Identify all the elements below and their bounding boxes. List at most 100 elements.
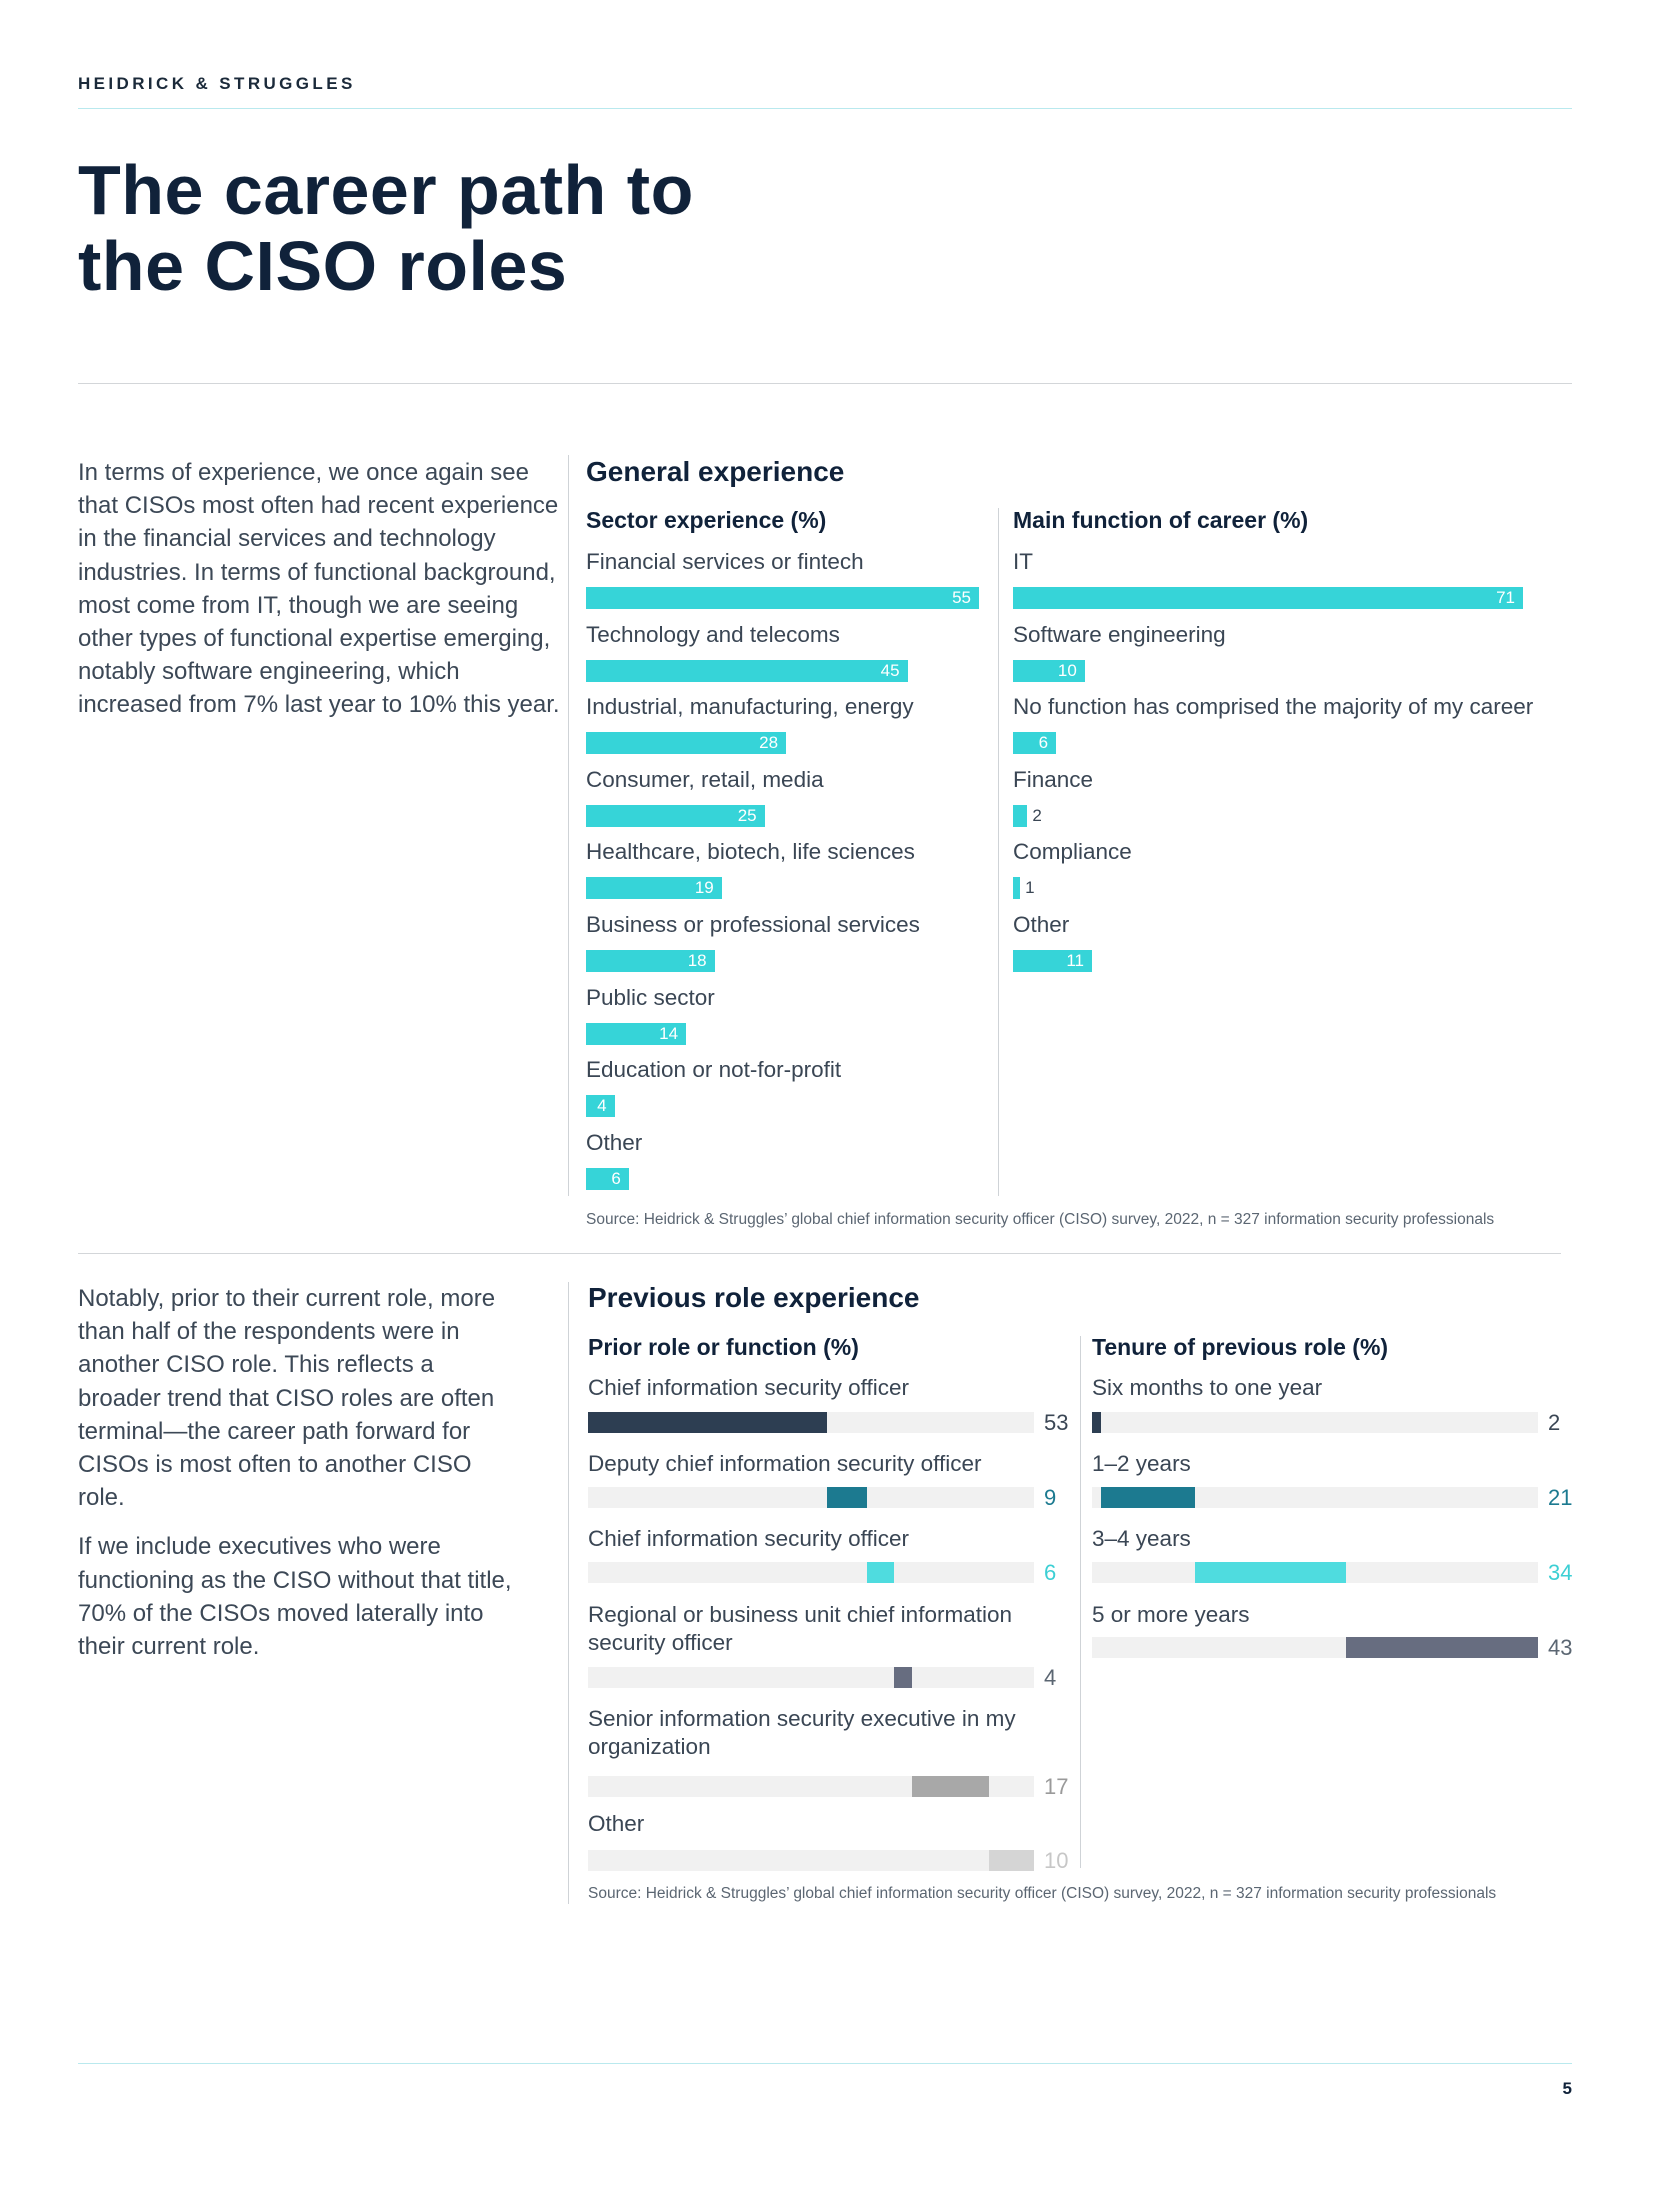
general-source-note: Source: Heidrick & Struggles’ global chi… [586, 1211, 1495, 1228]
previous-role-paragraph-1: Notably, prior to their current role, mo… [78, 1285, 496, 1512]
category-label: Business or professional services [586, 912, 920, 937]
bar [586, 587, 979, 609]
category-label: 5 or more years [1092, 1602, 1250, 1627]
previous-source-note: Source: Heidrick & Struggles’ global chi… [588, 1885, 1497, 1902]
bar-segment [912, 1776, 989, 1797]
bar-track [1092, 1487, 1538, 1508]
previous-role-heading: Previous role experience [588, 1282, 920, 1313]
category-label: Other [586, 1129, 643, 1155]
category-label: 1–2 years [1092, 1451, 1191, 1476]
bar-value-label: 6 [1038, 733, 1049, 753]
category-label: Compliance [1013, 839, 1132, 865]
bar [586, 1022, 687, 1045]
bar-value-label: 21 [1548, 1485, 1573, 1510]
intro-text: In terms of experience, we once again se… [78, 456, 560, 738]
bar [1013, 659, 1085, 682]
bar-value-label: 53 [1044, 1410, 1069, 1435]
bar-value-label: 14 [659, 1023, 679, 1043]
bar [586, 1095, 615, 1118]
bar-segment [1194, 1562, 1347, 1583]
category-label: Six months to one year [1092, 1375, 1323, 1400]
previous-role-text: Notably, prior to their current role, mo… [78, 1282, 518, 1679]
bar-segment [588, 1412, 827, 1433]
bar-value-label: 43 [1548, 1635, 1573, 1660]
bar-value-label: 2 [1548, 1410, 1561, 1435]
bar [586, 804, 765, 827]
bar-segment [1092, 1412, 1101, 1433]
category-label: Healthcare, biotech, life sciences [586, 839, 915, 865]
category-label: Financial services or fintech [586, 549, 864, 574]
bar [1013, 950, 1092, 972]
bar-value-label: 6 [1044, 1560, 1057, 1585]
bar-segment [1100, 1487, 1195, 1508]
category-label: Public sector [586, 984, 715, 1010]
bar-value-label: 10 [1057, 660, 1077, 680]
category-label: Education or not-for-profit [586, 1057, 842, 1083]
bar [586, 1167, 629, 1190]
bar-segment [894, 1667, 913, 1688]
category-label: Regional or business unit chief informat… [588, 1602, 1012, 1655]
footer-divider [78, 2063, 1572, 2064]
category-label: Senior information security executive in… [588, 1706, 1016, 1759]
bar-value-label: 71 [1496, 588, 1515, 607]
prior-role-chart-title: Prior role or function (%) [588, 1334, 859, 1360]
bar-value-label: 17 [1044, 1774, 1069, 1799]
bar-track [1092, 1412, 1538, 1433]
bar-value-label: 2 [1032, 805, 1042, 825]
bar-value-label: 19 [694, 878, 714, 898]
category-label: Chief information security officer [588, 1375, 909, 1400]
bar-value-label: 11 [1066, 951, 1084, 970]
bar-segment [867, 1562, 895, 1583]
previous-role-paragraph-2: If we include executives who were functi… [78, 1533, 512, 1661]
page-number: 5 [1562, 2079, 1572, 2098]
bar-value-label: 4 [1044, 1665, 1057, 1690]
category-label: Technology and telecoms [586, 621, 840, 647]
sector-chart-title: Sector experience (%) [586, 507, 827, 533]
brand-header: HEIDRICK & STRUGGLES [78, 74, 356, 93]
page-title: The career path to the CISO roles [78, 152, 694, 304]
page-title-line-1: The career path to [78, 151, 694, 229]
category-label: No function has comprised the majority o… [1013, 694, 1534, 720]
previous-panel-divider [568, 1282, 569, 1904]
category-label: Chief information security officer [588, 1526, 909, 1551]
bar-value-label: 4 [597, 1096, 607, 1116]
bar [586, 659, 908, 682]
bar-value-label: 28 [759, 733, 779, 753]
title-divider [78, 383, 1572, 384]
category-label: Industrial, manufacturing, energy [586, 694, 914, 720]
bar-track [588, 1667, 1034, 1688]
bar [1013, 877, 1021, 900]
bar [1013, 587, 1523, 609]
bar-track [588, 1850, 1034, 1871]
bar [1013, 804, 1028, 827]
bar-segment [1346, 1637, 1538, 1658]
bar-value-label: 25 [737, 805, 757, 825]
bar-segment [826, 1487, 868, 1508]
general-panel-divider [568, 455, 569, 1196]
header-divider [78, 108, 1572, 109]
category-label: Software engineering [1013, 621, 1226, 647]
bar [586, 877, 722, 900]
bar-value-label: 55 [952, 588, 971, 607]
bar-value-label: 9 [1044, 1485, 1057, 1510]
category-label: Deputy chief information security office… [588, 1451, 982, 1476]
bar-track [588, 1562, 1034, 1583]
bar-value-label: 34 [1548, 1560, 1573, 1585]
page-title-line-2: the CISO roles [78, 227, 568, 305]
bar-segment [988, 1850, 1034, 1871]
category-label: Other [588, 1811, 645, 1836]
category-label: Other [1013, 912, 1070, 937]
category-label: IT [1013, 549, 1033, 574]
bar-value-label: 10 [1044, 1848, 1069, 1873]
general-column-divider [998, 508, 999, 1196]
tenure-chart-title: Tenure of previous role (%) [1092, 1334, 1389, 1360]
bar-value-label: 45 [880, 660, 900, 680]
bar [586, 950, 715, 972]
bar [1013, 732, 1057, 755]
section-divider [78, 1253, 1561, 1254]
general-experience-heading: General experience [586, 456, 845, 487]
function-chart-title: Main function of career (%) [1013, 507, 1309, 533]
bar-value-label: 6 [611, 1168, 621, 1188]
category-label: 3–4 years [1092, 1526, 1191, 1551]
bar-track [588, 1487, 1034, 1508]
